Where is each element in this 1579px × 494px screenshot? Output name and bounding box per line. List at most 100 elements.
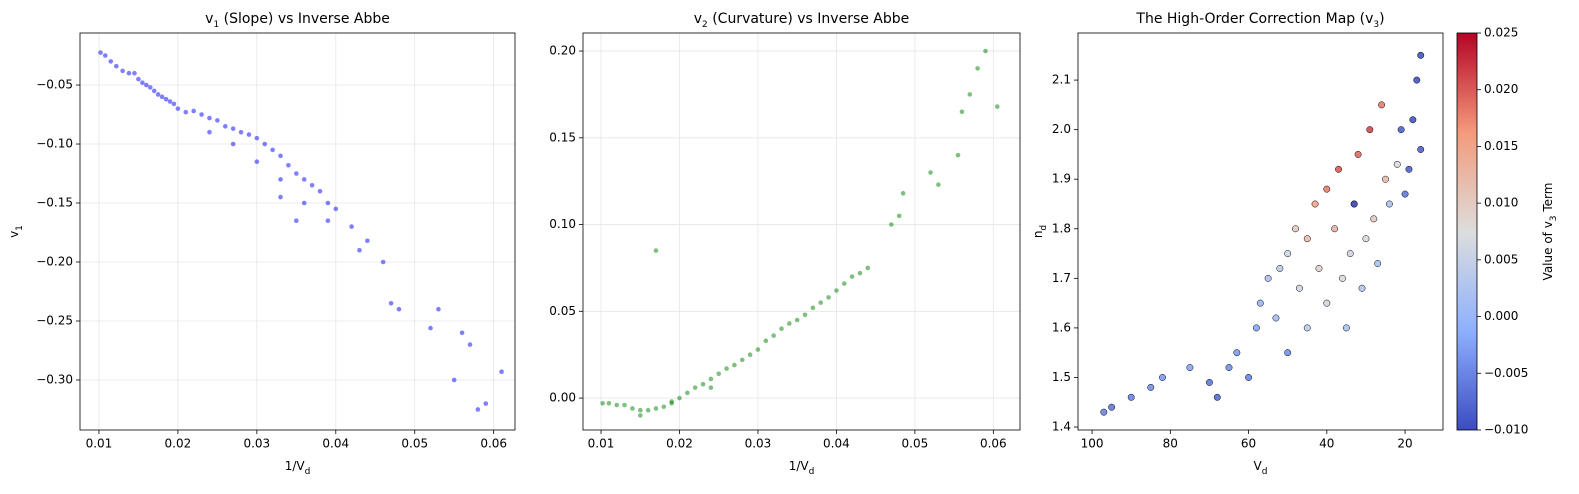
point <box>317 188 323 194</box>
chart-title: v2 (Curvature) vs Inverse Abbe <box>694 11 910 30</box>
label-part: (Slope) vs Inverse Abbe <box>219 11 390 27</box>
point <box>1315 264 1323 272</box>
point <box>1295 284 1303 292</box>
point <box>794 317 800 323</box>
y-tick-label: 0.05 <box>549 304 576 318</box>
point <box>108 59 114 64</box>
x-axis-label: 1/Vd <box>789 459 815 477</box>
y-tick-label: 0.20 <box>549 44 576 58</box>
label-part: d <box>809 467 815 477</box>
point <box>270 147 275 153</box>
point <box>215 118 220 123</box>
point <box>1378 101 1386 109</box>
y-tick-label: 2.0 <box>1052 122 1071 136</box>
label-part: 1 <box>213 20 219 30</box>
label-part: v <box>205 11 213 27</box>
point <box>1362 235 1370 243</box>
point <box>841 281 847 286</box>
point <box>1417 51 1425 59</box>
y-tick-label: −0.05 <box>36 78 73 92</box>
point <box>834 288 839 293</box>
label-part: V <box>1254 459 1263 473</box>
label-part: Value of v <box>1541 221 1555 280</box>
point <box>325 218 331 224</box>
x-tick-label: 0.01 <box>588 437 615 451</box>
point <box>1252 324 1260 332</box>
point <box>802 312 808 318</box>
point <box>396 306 402 312</box>
point <box>1358 284 1366 292</box>
x-tick-label: 80 <box>1163 437 1178 451</box>
point <box>826 295 831 300</box>
point <box>1354 150 1362 158</box>
point <box>428 325 433 331</box>
point <box>716 371 722 377</box>
point <box>771 333 776 338</box>
point <box>475 407 481 412</box>
point <box>167 99 173 104</box>
point <box>1409 116 1417 124</box>
colorbar-tick-label: 0.005 <box>1484 252 1518 266</box>
point <box>126 70 132 76</box>
y-tick-label: −0.20 <box>36 254 73 268</box>
y-tick-label: 1.9 <box>1052 172 1071 186</box>
label-part: 1/V <box>789 459 810 473</box>
colorbar-tick-label: 0.020 <box>1484 82 1518 96</box>
point <box>1284 250 1292 258</box>
point <box>1405 165 1413 173</box>
point <box>779 326 784 331</box>
point <box>199 112 204 117</box>
point <box>151 88 157 94</box>
y-tick-label: 1.8 <box>1052 221 1071 235</box>
y-tick-label: −0.10 <box>36 137 73 151</box>
point <box>900 191 906 196</box>
point <box>1245 374 1253 381</box>
point <box>810 305 816 311</box>
point <box>1225 364 1233 372</box>
x-tick-label: 20 <box>1397 437 1412 451</box>
point <box>183 109 189 115</box>
colorbar-label: Value of v3 Term <box>1541 183 1559 281</box>
y-tick-label: −0.30 <box>36 372 73 386</box>
point <box>606 400 612 406</box>
x-tick-label: 0.06 <box>980 437 1007 451</box>
x-tick-label: 0.06 <box>480 437 507 451</box>
point <box>294 218 299 224</box>
colorbar-tick-label: −0.005 <box>1484 366 1528 380</box>
x-tick-label: 0.02 <box>666 437 693 451</box>
point <box>857 270 863 276</box>
point <box>1393 160 1401 168</box>
point <box>1370 215 1378 223</box>
point <box>1311 200 1319 208</box>
point <box>436 306 441 312</box>
label-part: d <box>1039 225 1049 231</box>
chart-title: The High-Order Correction Map (v3) <box>1135 11 1384 30</box>
point <box>1382 175 1389 183</box>
point <box>380 259 386 265</box>
point <box>685 390 690 396</box>
x-tick-label: 0.04 <box>823 437 850 451</box>
point <box>114 63 119 69</box>
point <box>1205 378 1213 386</box>
point <box>365 238 370 244</box>
colorbar-tick-label: 0.015 <box>1484 139 1518 153</box>
point <box>325 200 331 206</box>
x-axis-label: 1/Vd <box>285 459 311 477</box>
point <box>451 377 457 383</box>
point <box>144 82 149 88</box>
label-part: v <box>7 231 21 238</box>
point <box>700 381 706 387</box>
point <box>1213 393 1221 401</box>
point <box>222 124 228 129</box>
point <box>818 300 824 305</box>
colorbar <box>1456 32 1478 431</box>
point <box>262 141 268 147</box>
point <box>309 183 315 188</box>
y-tick-label: 1.6 <box>1052 320 1071 334</box>
point <box>637 407 643 413</box>
x-tick-label: 0.05 <box>401 437 428 451</box>
x-tick-label: 100 <box>1081 437 1104 451</box>
point <box>349 224 354 229</box>
point <box>1331 225 1339 233</box>
